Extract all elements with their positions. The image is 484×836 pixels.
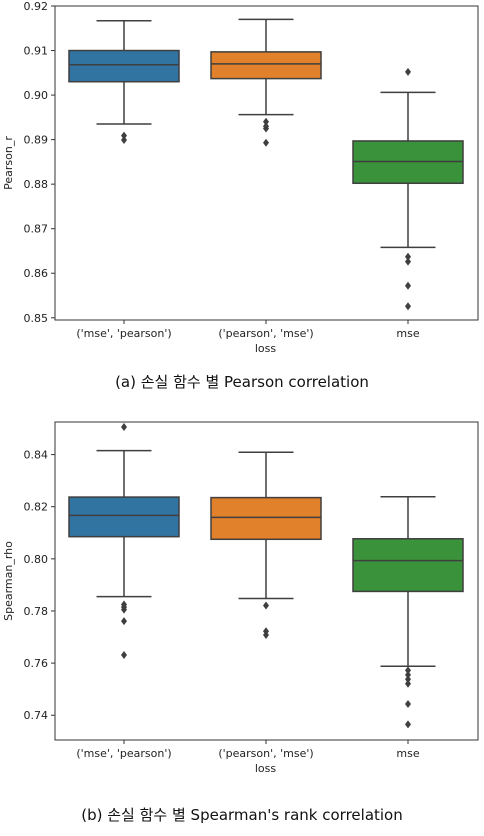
outlier-point: [405, 700, 411, 709]
outlier-point: [263, 630, 269, 639]
y-axis-title: Spearman_rho: [2, 541, 15, 621]
y-tick-label: 0.78: [24, 605, 49, 618]
outlier-point: [405, 666, 411, 675]
x-axis-title: loss: [255, 762, 277, 775]
y-tick-label: 0.89: [24, 134, 49, 147]
outlier-point: [405, 302, 411, 311]
box-2: [210, 451, 322, 639]
box-2: [210, 18, 322, 147]
box-1: [68, 422, 180, 660]
outlier-point: [405, 281, 411, 290]
outlier-point: [121, 617, 127, 626]
outlier-point: [121, 651, 127, 660]
outlier-point: [263, 117, 269, 126]
x-tick-label: ('pearson', 'mse'): [218, 747, 313, 760]
box-3: [352, 496, 464, 729]
outlier-point: [405, 675, 411, 684]
caption-a: (a) 손실 함수 별 Pearson correlation: [115, 373, 369, 391]
chart-panel-b: 0.74 0.76 0.78 0.80 0.82 0.84 ('mse', 'pearson…: [2, 421, 479, 775]
outlier-point: [405, 720, 411, 729]
y-tick-label: 0.92: [24, 0, 49, 13]
iqr-box: [352, 538, 464, 593]
outlier-point: [405, 252, 411, 261]
x-tick-label: mse: [396, 747, 419, 760]
y-tick-label: 0.90: [24, 89, 49, 102]
outlier-point: [121, 136, 127, 145]
plot-frame: [54, 421, 479, 741]
outlier-point: [405, 679, 411, 688]
iqr-box: [210, 51, 322, 80]
y-tick-label: 0.84: [24, 449, 49, 462]
outlier-point: [121, 131, 127, 140]
outlier-point: [405, 257, 411, 266]
y-tick-label: 0.88: [24, 178, 49, 191]
x-tick-label: ('mse', 'pearson'): [76, 327, 171, 340]
x-tick-label: mse: [396, 327, 419, 340]
outlier-point: [405, 670, 411, 679]
y-axis-title: Pearson_r: [2, 136, 15, 190]
iqr-box: [210, 496, 322, 541]
y-tick-label: 0.87: [24, 223, 49, 236]
y-tick-label: 0.91: [24, 45, 49, 58]
y-tick-label: 0.86: [24, 267, 49, 280]
y-tick-label: 0.76: [24, 657, 49, 670]
outlier-point: [405, 67, 411, 76]
outlier-point: [263, 124, 269, 133]
outlier-point: [263, 138, 269, 147]
y-tick-label: 0.80: [24, 553, 49, 566]
iqr-box: [68, 496, 180, 538]
x-tick-label: ('pearson', 'mse'): [218, 327, 313, 340]
x-tick-label: ('mse', 'pearson'): [76, 747, 171, 760]
y-tick-label: 0.85: [24, 312, 49, 325]
chart-panel-a: 0.85 0.86 0.87 0.88 0.89 0.90 0.91 0.92 ('mse', …: [2, 0, 479, 355]
box-3: [352, 67, 464, 311]
iqr-box: [68, 49, 180, 83]
plot-frame: [54, 5, 479, 321]
caption-b: (b) 손실 함수 별 Spearman's rank correlation: [81, 806, 403, 824]
y-tick-label: 0.82: [24, 501, 49, 514]
y-tick-label: 0.74: [24, 709, 49, 722]
box-1: [68, 19, 180, 145]
outlier-point: [121, 422, 127, 431]
x-axis-title: loss: [255, 342, 277, 355]
outlier-point: [263, 601, 269, 610]
outlier-point: [121, 605, 127, 614]
